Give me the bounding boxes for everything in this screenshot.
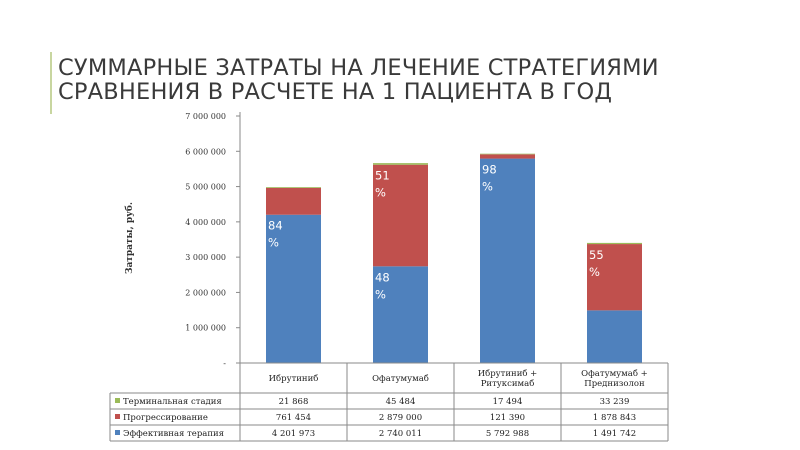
bar-segment (587, 310, 642, 363)
y-tick-label: 7 000 000 (185, 112, 226, 121)
legend-label: Эффективная терапия (123, 429, 224, 439)
category-label: Офатумумаб (372, 373, 429, 384)
percent-label: 84 (268, 219, 283, 233)
bar-segment (373, 163, 428, 165)
percent-label: 48 (375, 270, 390, 284)
table-cell-value: 33 239 (600, 397, 630, 407)
percent-label: 55 (589, 248, 604, 262)
legend-swatch (115, 414, 120, 419)
accent-bar (50, 52, 52, 114)
table-cell-value: 2 879 000 (379, 413, 422, 423)
table-cell-value: 5 792 988 (486, 429, 529, 439)
table-cell-value: 4 201 973 (272, 429, 315, 439)
category-label: Офатумумаб + (581, 368, 648, 379)
bar-segment (373, 164, 428, 267)
page-title: СУММАРНЫЕ ЗАТРАТЫ НА ЛЕЧЕНИЕ СТРАТЕГИЯМИ… (58, 56, 758, 104)
y-tick-label: 2 000 000 (185, 288, 226, 297)
bar-segment (587, 242, 642, 245)
percent-label: 98 (482, 163, 497, 177)
y-tick-label: - (223, 359, 226, 368)
table-cell-value: 1 878 843 (593, 413, 636, 423)
table-cell-value: 761 454 (276, 413, 311, 423)
bar-segment (480, 158, 535, 363)
y-tick-label: 4 000 000 (185, 218, 226, 227)
title-line-2: СРАВНЕНИЯ В РАСЧЕТЕ НА 1 ПАЦИЕНТА В ГОД (58, 79, 613, 105)
category-label: Ибрутиниб (269, 373, 319, 384)
legend-swatch (115, 430, 120, 435)
y-tick-label: 3 000 000 (185, 253, 226, 262)
bar-segment (480, 154, 535, 159)
percent-label-unit: % (375, 287, 386, 301)
y-axis-label: Затраты, руб. (124, 202, 135, 274)
category-label: Ибрутиниб + (478, 368, 538, 379)
bar-segment (587, 244, 642, 311)
percent-label-unit: % (482, 180, 493, 194)
bar-segment (480, 153, 535, 155)
table-cell-value: 2 740 011 (379, 429, 422, 439)
legend-swatch (115, 398, 120, 403)
category-label: Ритуксимаб (481, 378, 535, 389)
legend-label: Терминальная стадия (123, 397, 222, 407)
legend-label: Прогрессирование (123, 413, 208, 423)
bar-segment (266, 187, 321, 188)
category-label: Преднизолон (584, 379, 645, 389)
percent-label-unit: % (375, 186, 386, 200)
percent-label: 51 (375, 169, 390, 183)
percent-label-unit: % (589, 265, 600, 279)
table-cell-value: 121 390 (490, 413, 525, 423)
percent-label-unit: % (268, 236, 279, 250)
y-tick-label: 5 000 000 (185, 183, 226, 192)
table-cell-value: 45 484 (386, 397, 416, 407)
y-tick-label: 1 000 000 (185, 324, 226, 333)
title-line-1: СУММАРНЫЕ ЗАТРАТЫ НА ЛЕЧЕНИЕ СТРАТЕГИЯМИ (58, 55, 659, 81)
y-tick-label: 6 000 000 (185, 147, 226, 156)
table-cell-value: 21 868 (279, 397, 309, 407)
bar-segment (266, 187, 321, 215)
bar-segment (373, 266, 428, 363)
table-cell-value: 1 491 742 (593, 429, 636, 439)
table-cell-value: 17 494 (493, 397, 523, 407)
bar-segment (266, 214, 321, 363)
